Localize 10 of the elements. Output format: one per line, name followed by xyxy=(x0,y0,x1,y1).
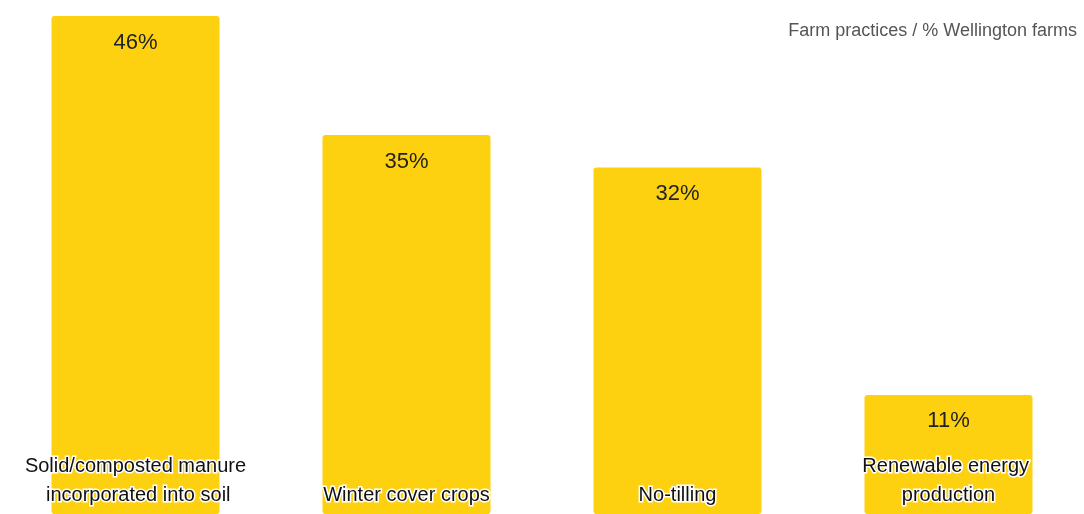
data-label: 35% xyxy=(384,147,429,173)
data-label: 46% xyxy=(113,28,158,54)
data-label: 11% xyxy=(927,407,970,433)
bar xyxy=(322,135,491,514)
data-label: 32% xyxy=(655,180,700,206)
x-tick-label: No-tilling xyxy=(638,482,717,505)
x-tick-label: Winter cover crops xyxy=(323,482,490,505)
bar xyxy=(593,167,762,514)
x-tick-label: Renewable energy production xyxy=(862,453,1035,505)
chart-title: Farm practices / % Wellington farms xyxy=(788,20,1077,40)
